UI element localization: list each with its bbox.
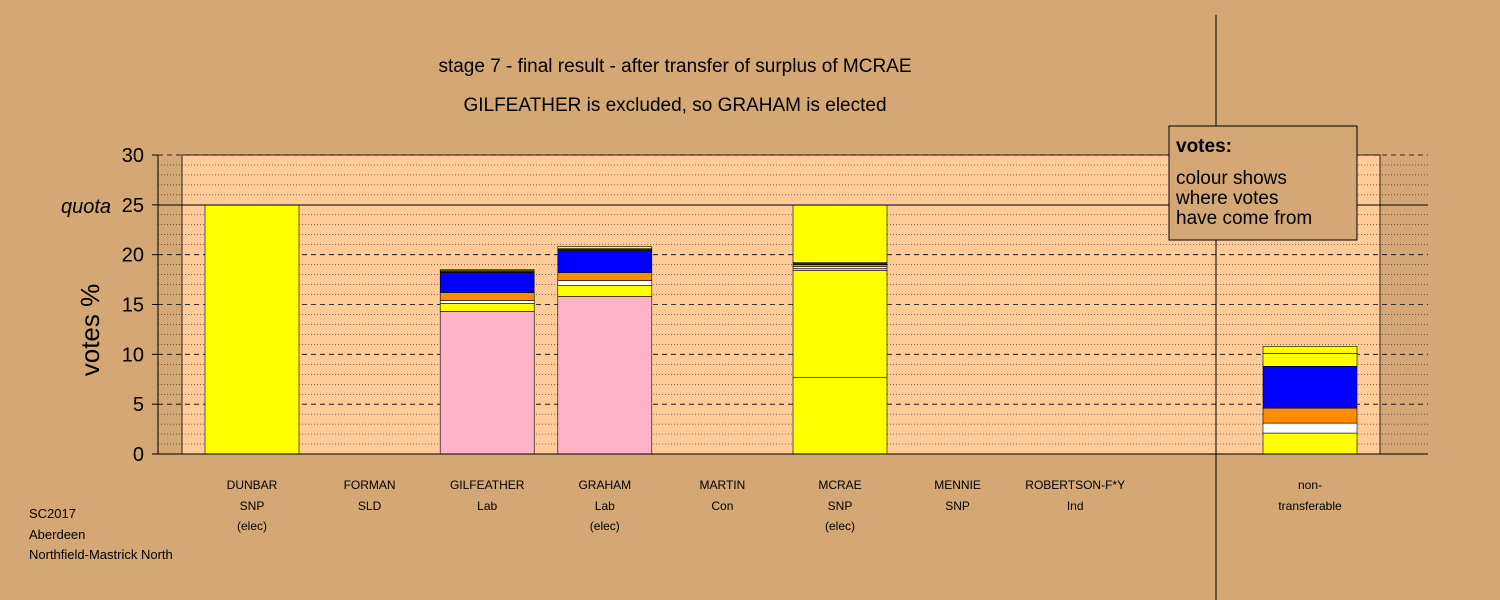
bar-dunbar-segment [204,204,300,455]
legend-line-2: where votes [1175,188,1278,209]
bar-graham-segment [557,246,653,249]
candidate-name-label: FORMAN [344,478,396,492]
candidate-party-label: SNP [828,499,853,513]
chart-title: stage 7 - final result - after transfer … [438,56,911,77]
candidate-name-label: DUNBAR [227,478,278,492]
legend-line-3: have come from [1176,208,1312,229]
bar-gilfeather-segment [439,272,535,293]
candidate-name-label: MCRAE [818,478,861,492]
bar-graham-segment [557,272,653,281]
bar-gilfeather-segment [439,303,535,312]
y-axis-ticks: 0 5 10 15 20 25 30 [122,145,158,466]
footnote-ward: Northfield-Mastrick North [29,547,173,562]
y-tick-label: 30 [122,145,144,167]
y-tick-label: 10 [122,344,144,366]
bar-nontransferable-segment [1262,432,1358,455]
y-tick-label: 0 [133,444,144,466]
bar-mcrae-segment [792,204,888,263]
legend-title: votes: [1176,136,1232,157]
legend-line-1: colour shows [1176,168,1287,189]
candidate-party-label: Ind [1067,499,1084,513]
y-tick-label: 25 [122,195,144,217]
candidate-status-label: (elec) [590,519,620,533]
candidate-party-label: Lab [595,499,615,513]
candidate-name-label: ROBERTSON-F*Y [1025,478,1125,492]
x-axis-labels: DUNBAR SNP (elec) FORMAN SLD GILFEATHER Lab GRA… [227,478,1342,533]
candidate-name-label: MARTIN [700,478,746,492]
y-axis-label: votes % [75,284,105,377]
chart-subtitle: GILFEATHER is excluded, so GRAHAM is ele… [463,95,886,116]
candidate-name-label: GILFEATHER [450,478,525,492]
bar-gilfeather-segment [439,269,535,271]
bar-gilfeather-segment [439,292,535,301]
nontransferable-label-line1: non- [1298,478,1322,492]
bar-nontransferable-segment [1262,365,1358,409]
candidate-name-label: MENNIE [934,478,981,492]
bar-nontransferable-segment [1262,353,1358,367]
bar-graham-segment [557,250,653,273]
nontransferable-label-line2: transferable [1278,499,1342,513]
bar-mcrae-segment [792,376,888,455]
bar-graham-segment [557,280,653,286]
quota-label: quota [61,196,111,218]
bar-nontransferable-segment [1262,346,1358,354]
candidate-status-label: (elec) [825,519,855,533]
bar-graham-segment [557,296,653,455]
candidate-status-label: (elec) [237,519,267,533]
candidate-party-label: SLD [358,499,382,513]
y-tick-label: 20 [122,245,144,267]
candidate-party-label: Lab [477,499,497,513]
y-tick-label: 15 [122,295,144,317]
legend-frame [1168,125,1358,241]
bar-mcrae-segment [792,270,888,378]
candidate-party-label: Con [711,499,733,513]
candidate-name-label: GRAHAM [578,478,631,492]
bar-nontransferable-segment [1262,422,1358,434]
bar-gilfeather-segment [439,300,535,304]
y-tick-label: 5 [133,394,144,416]
bar-group [204,204,1358,455]
candidate-party-label: SNP [945,499,970,513]
legend-box: votes: colour shows where votes have com… [1168,125,1358,241]
bar-nontransferable-segment [1262,407,1358,424]
bar-gilfeather-segment [439,311,535,455]
bar-graham-segment [557,285,653,297]
footnote-election: SC2017 [29,506,76,521]
candidate-party-label: SNP [240,499,265,513]
footnote-council: Aberdeen [29,527,86,542]
